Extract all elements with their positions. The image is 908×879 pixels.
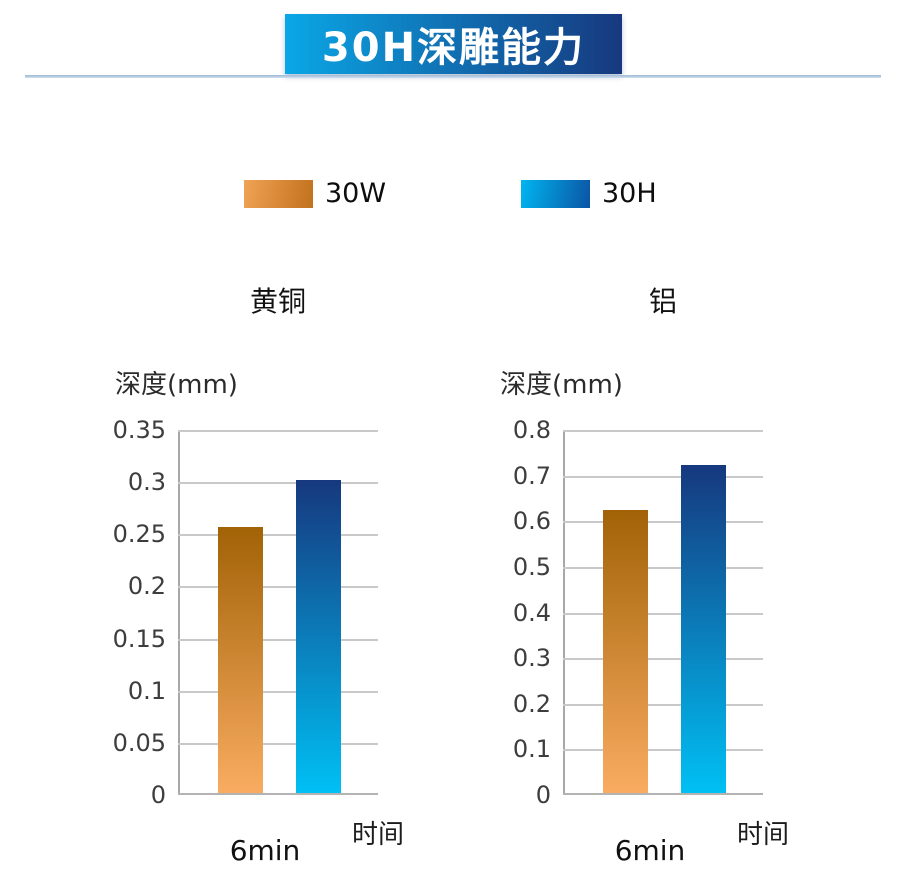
gridline: [563, 613, 763, 615]
y-tick-label: 0.05: [112, 729, 166, 757]
x-axis-line: [563, 793, 763, 795]
y-tick-label: 0.2: [512, 690, 551, 718]
y-tick-label: 0.25: [112, 520, 166, 548]
x-category-label: 6min: [614, 834, 686, 867]
y-tick-label: 0.8: [512, 416, 551, 444]
y-tick-label: 0.1: [127, 677, 166, 705]
y-tick-label: 0.4: [512, 599, 551, 627]
y-tick-label: 0.1: [512, 735, 551, 763]
y-tick-label: 0.5: [512, 553, 551, 581]
bar-30w: [218, 527, 263, 793]
y-axis-line: [563, 430, 565, 795]
x-category-label: 6min: [229, 834, 301, 867]
y-tick-label: 0: [535, 781, 551, 809]
x-axis-label: 时间: [352, 820, 405, 850]
plot-area: 0.8 0.7 0.6 0.5 0.4 0.3 0.2 0.1 0: [513, 417, 763, 808]
legend-swatch-30w: [244, 179, 313, 208]
plot-area: 0.35 0.3 0.25 0.2 0.15 0.1 0.05 0: [113, 417, 378, 808]
bar-30h: [296, 480, 341, 793]
gridline: [563, 567, 763, 569]
chart-title: 黄铜: [249, 285, 306, 318]
gridline: [563, 476, 763, 478]
legend-item-30w: 30W: [244, 178, 386, 209]
x-axis-label: 时间: [737, 820, 790, 850]
gridline: [178, 482, 378, 484]
x-axis-line: [178, 793, 378, 795]
gridline: [563, 749, 763, 751]
y-tick-label: 0.3: [127, 468, 166, 496]
y-axis-label: 深度(mm): [500, 370, 623, 400]
title-banner: 30H深雕能力: [285, 14, 622, 74]
page-title: 30H深雕能力: [321, 25, 586, 71]
y-tick-label: 0.35: [112, 416, 166, 444]
y-tick-label: 0.6: [512, 507, 551, 535]
gridline: [563, 658, 763, 660]
header-divider: [25, 75, 881, 78]
gridline: [178, 430, 378, 432]
y-tick-label: 0: [150, 781, 166, 809]
bar-30h: [681, 465, 726, 793]
gridline: [178, 639, 378, 641]
legend-label-30h: 30H: [602, 178, 657, 209]
legend: 30W 30H: [0, 178, 908, 210]
gridline: [178, 743, 378, 745]
legend-swatch-30h: [521, 179, 590, 208]
y-tick-label: 0.15: [112, 625, 166, 653]
legend-item-30h: 30H: [521, 178, 657, 209]
gridline: [178, 534, 378, 536]
gridline: [563, 521, 763, 523]
gridline: [563, 704, 763, 706]
gridline: [563, 430, 763, 432]
y-tick-label: 0.2: [127, 572, 166, 600]
bar-30w: [603, 510, 648, 793]
chart-aluminum: 铝 深度(mm) 0.8 0.7 0.6 0.5 0.4 0.3 0.2 0.1 0 时间 6m…: [500, 270, 840, 870]
chart-title: 铝: [648, 285, 677, 318]
y-tick-label: 0.3: [512, 644, 551, 672]
y-axis-label: 深度(mm): [115, 370, 238, 400]
gridline: [178, 586, 378, 588]
chart-brass: 黄铜 深度(mm) 0.35 0.3 0.25 0.2 0.15 0.1 0.05 0 时间 …: [113, 270, 455, 870]
y-axis-line: [178, 430, 180, 795]
y-tick-label: 0.7: [512, 462, 551, 490]
legend-label-30w: 30W: [325, 178, 387, 209]
gridline: [178, 691, 378, 693]
